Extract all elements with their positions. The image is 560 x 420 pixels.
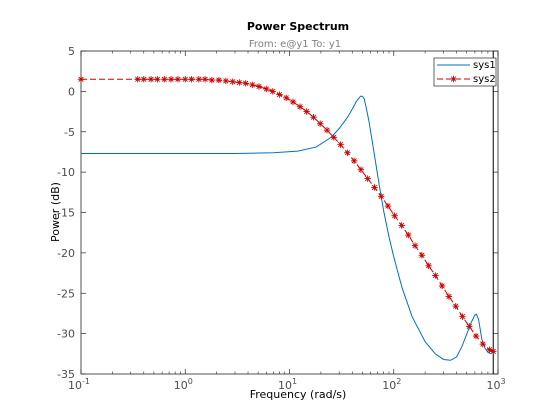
series-sys2-marker: [432, 272, 439, 279]
series-sys2-marker: [215, 76, 223, 84]
legend-box: [433, 57, 497, 87]
y-tick-label: -15: [57, 207, 75, 220]
series-sys2-marker: [269, 88, 276, 95]
series-sys2-marker: [425, 262, 432, 269]
series-sys2-marker: [466, 323, 473, 330]
series-sys2-marker: [147, 76, 155, 83]
series-sys2-marker: [296, 103, 304, 110]
series-sys2-marker: [303, 108, 310, 115]
series-sys2-marker: [242, 80, 249, 87]
y-tick-label: -35: [57, 368, 75, 381]
series-sys2-marker: [398, 222, 405, 229]
legend-sys1-label: sys1: [473, 60, 496, 71]
series-sys2-marker: [229, 78, 236, 85]
series-sys2-marker: [350, 157, 358, 165]
series-sys2-marker: [195, 76, 203, 83]
series-sys2-marker: [161, 76, 168, 83]
series-sys2-marker: [452, 302, 459, 310]
y-axis-label: Power (dB): [49, 182, 62, 242]
series-sys2-marker: [316, 120, 324, 127]
series-sys2-marker: [276, 91, 283, 98]
x-tick-label: 102: [382, 377, 401, 392]
series-sys2-marker: [310, 114, 317, 121]
y-axis: 5 0 -5 -10 -15 -20 -25 -30 -35: [57, 45, 498, 381]
series-sys2-marker: [418, 252, 426, 259]
series-sys2-marker: [384, 202, 392, 210]
series-sys2-marker: [344, 149, 351, 156]
series-sys2-marker: [208, 76, 216, 84]
series-sys2-marker: [77, 76, 85, 83]
y-tick-label: -25: [57, 287, 75, 300]
series-sys2-marker: [249, 81, 256, 89]
plot-frame: [80, 50, 499, 375]
series-sys2-marker: [255, 83, 263, 90]
series-sys2-marker: [371, 184, 378, 191]
series-sys2-marker: [330, 134, 337, 141]
series-sys2-marker: [182, 76, 189, 83]
series-sys2-marker: [140, 76, 147, 83]
series-sys2-marker: [411, 242, 419, 249]
series-sys2-marker: [445, 293, 453, 300]
x-tick-label: 10-1: [68, 377, 90, 392]
x-tick-label: 100: [174, 377, 193, 392]
legend-sys2-label: sys2: [473, 74, 496, 85]
chart-title: Power Spectrum: [247, 20, 349, 33]
x-tick-label: 101: [278, 377, 297, 392]
y-tick-label: -20: [57, 247, 75, 260]
series-layer: [77, 51, 497, 374]
legend-sys2-asterisk: [450, 75, 457, 83]
series-sys2-marker: [378, 193, 385, 200]
series-sys2-marker: [438, 282, 446, 290]
x-axis: 10-1 100 101 102 103: [68, 51, 506, 392]
series-sys2-marker: [167, 76, 175, 83]
series-sys2-marker: [236, 79, 243, 86]
series-sys2-marker: [201, 76, 209, 83]
series-sys2-marker: [472, 332, 480, 340]
series-sys2-marker: [174, 76, 182, 83]
series-sys2-marker: [283, 94, 290, 102]
y-tick-label: -10: [57, 166, 75, 179]
series-sys2-marker: [222, 77, 230, 85]
y-tick-label: 0: [68, 85, 75, 98]
y-tick-label: -5: [64, 126, 75, 139]
plot-area: [80, 50, 499, 375]
x-tick-label: 103: [486, 377, 505, 392]
series-sys2-marker: [154, 76, 161, 83]
series-sys2-marker: [263, 85, 270, 93]
series-sys2-marker: [188, 76, 195, 83]
chart-subtitle: From: e@y1 To: y1: [249, 39, 341, 50]
y-tick-label: 5: [68, 45, 75, 58]
series-sys2-marker: [357, 166, 365, 173]
series-sys2-marker: [479, 340, 487, 348]
legend: sys1 sys2: [433, 57, 497, 87]
series-sys2-marker: [490, 348, 497, 355]
legend-sys2-marker: [450, 75, 457, 83]
series-sys2-marker: [364, 175, 371, 182]
y-tick-label: -30: [57, 328, 75, 341]
x-axis-label: Frequency (rad/s): [250, 388, 347, 401]
series-sys2-marker: [134, 76, 141, 83]
series-sys2-marker: [289, 98, 297, 106]
series-sys2-marker: [405, 231, 412, 239]
series-sys2-marker: [459, 313, 466, 320]
series-sys2-marker: [337, 141, 344, 148]
series-sys2-marker: [391, 212, 398, 219]
series-sys2-marker: [323, 126, 331, 134]
